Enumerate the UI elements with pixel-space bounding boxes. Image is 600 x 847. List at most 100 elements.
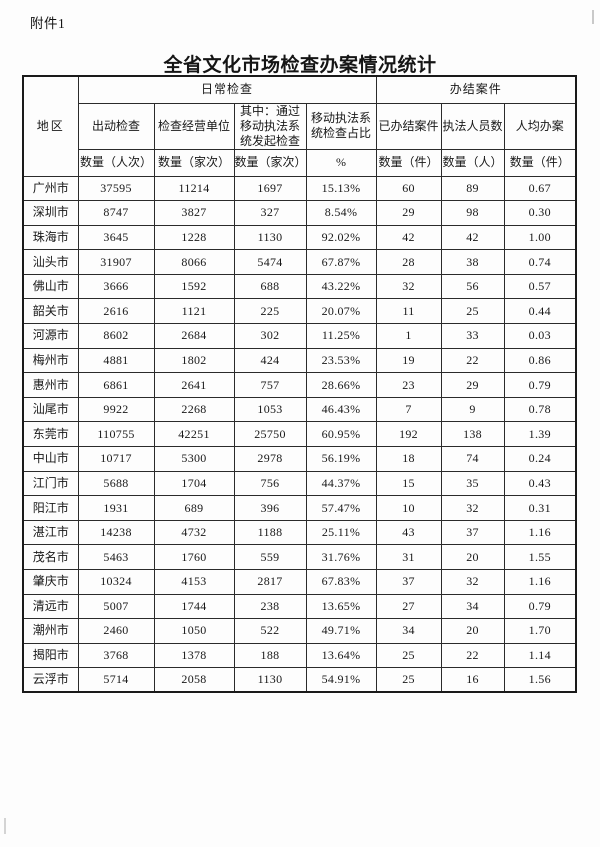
value-cell: 2616 <box>77 298 155 325</box>
value-cell: 4732 <box>153 519 235 546</box>
region-cell: 阳江市 <box>22 495 79 521</box>
value-cell: 23.53% <box>305 347 377 374</box>
value-cell: 424 <box>233 347 307 374</box>
region-cell: 汕尾市 <box>22 396 79 423</box>
value-cell: 13.65% <box>305 593 377 620</box>
value-cell: 1.14 <box>503 642 577 669</box>
value-cell: 27 <box>375 593 442 620</box>
value-cell: 10324 <box>77 569 155 595</box>
table-body: 广州市 37595 11214 1697 15.13% 60 89 0.67 深圳市 8747 38… <box>22 175 577 693</box>
value-cell: 32 <box>440 569 505 595</box>
column-header-concluded-cases: 已办结案件 <box>375 102 442 150</box>
region-cell: 韶关市 <box>22 298 79 325</box>
value-cell: 1130 <box>233 667 307 693</box>
value-cell: 15.13% <box>305 175 377 202</box>
value-cell: 89 <box>440 175 505 202</box>
value-cell: 238 <box>233 593 307 620</box>
value-cell: 1.55 <box>503 544 577 570</box>
value-cell: 1.16 <box>503 519 577 546</box>
value-cell: 0.67 <box>503 175 577 202</box>
value-cell: 0.79 <box>503 593 577 620</box>
value-cell: 1188 <box>233 519 307 546</box>
value-cell: 4881 <box>77 347 155 374</box>
region-cell: 揭阳市 <box>22 642 79 669</box>
value-cell: 29 <box>375 200 442 226</box>
value-cell: 757 <box>233 372 307 398</box>
table-row: 惠州市 6861 2641 757 28.66% 23 29 0.79 <box>22 372 577 398</box>
table-row: 广州市 37595 11214 1697 15.13% 60 89 0.67 <box>22 175 577 202</box>
value-cell: 60 <box>375 175 442 202</box>
statistics-table: 地区 日常检查 办结案件 出动检查 检查经营单位 其中：通过移动执法系统发起检查… <box>22 75 578 694</box>
value-cell: 23 <box>375 372 442 398</box>
value-cell: 0.03 <box>503 323 577 349</box>
region-cell: 潮州市 <box>22 618 79 644</box>
region-cell: 珠海市 <box>22 224 79 251</box>
value-cell: 5688 <box>77 470 155 497</box>
value-cell: 1.70 <box>503 618 577 644</box>
scan-artifact <box>592 10 594 24</box>
value-cell: 35 <box>440 470 505 497</box>
column-header-inspected-units: 检查经营单位 <box>153 102 235 150</box>
region-cell: 云浮市 <box>22 667 79 693</box>
value-cell: 2058 <box>153 667 235 693</box>
value-cell: 1.00 <box>503 224 577 251</box>
region-cell: 茂名市 <box>22 544 79 570</box>
value-cell: 34 <box>375 618 442 644</box>
group-header-row: 地区 日常检查 办结案件 <box>22 75 577 177</box>
value-cell: 8602 <box>77 323 155 349</box>
value-cell: 2684 <box>153 323 235 349</box>
unit-cell: 数量（件） <box>375 148 442 177</box>
value-cell: 56.19% <box>305 446 377 472</box>
value-cell: 44.37% <box>305 470 377 497</box>
value-cell: 46.43% <box>305 396 377 423</box>
value-cell: 225 <box>233 298 307 325</box>
value-cell: 1760 <box>153 544 235 570</box>
region-cell: 深圳市 <box>22 200 79 226</box>
value-cell: 0.44 <box>503 298 577 325</box>
value-cell: 0.30 <box>503 200 577 226</box>
value-cell: 1121 <box>153 298 235 325</box>
value-cell: 5474 <box>233 249 307 275</box>
value-cell: 689 <box>153 495 235 521</box>
region-cell: 中山市 <box>22 446 79 472</box>
value-cell: 34 <box>440 593 505 620</box>
scan-artifact <box>4 818 6 834</box>
region-cell: 汕头市 <box>22 249 79 275</box>
region-cell: 湛江市 <box>22 519 79 546</box>
value-cell: 54.91% <box>305 667 377 693</box>
region-cell: 东莞市 <box>22 421 79 448</box>
unit-row: 数量（人次） 数量（家次） 数量（家次） % 数量（件） 数量（人） 数量（件） <box>23 148 577 177</box>
value-cell: 32 <box>440 495 505 521</box>
table-row: 肇庆市 10324 4153 2817 67.83% 37 32 1.16 <box>22 569 577 595</box>
value-cell: 7 <box>375 396 442 423</box>
value-cell: 1592 <box>153 273 235 300</box>
value-cell: 29 <box>440 372 505 398</box>
value-cell: 57.47% <box>305 495 377 521</box>
unit-cell: % <box>305 148 377 177</box>
region-cell: 广州市 <box>22 175 79 202</box>
value-cell: 28 <box>375 249 442 275</box>
value-cell: 37 <box>440 519 505 546</box>
unit-cell: 数量（人） <box>440 148 505 177</box>
value-cell: 38 <box>440 249 505 275</box>
value-cell: 1744 <box>153 593 235 620</box>
region-cell: 清远市 <box>22 593 79 620</box>
value-cell: 14238 <box>77 519 155 546</box>
value-cell: 25750 <box>233 421 307 448</box>
value-cell: 22 <box>440 347 505 374</box>
value-cell: 2268 <box>153 396 235 423</box>
value-cell: 10717 <box>77 446 155 472</box>
value-cell: 98 <box>440 200 505 226</box>
value-cell: 192 <box>375 421 442 448</box>
value-cell: 5300 <box>153 446 235 472</box>
value-cell: 92.02% <box>305 224 377 251</box>
column-header-mobile-system-inspections: 其中：通过移动执法系统发起检查 <box>233 102 307 150</box>
unit-cell: 数量（人次） <box>77 148 155 177</box>
value-cell: 8066 <box>153 249 235 275</box>
unit-cell: 数量（家次） <box>233 148 307 177</box>
value-cell: 0.57 <box>503 273 577 300</box>
column-header-dispatched-inspections: 出动检查 <box>77 102 155 150</box>
table-row: 佛山市 3666 1592 688 43.22% 32 56 0.57 <box>22 273 577 300</box>
group-header-daily-inspection: 日常检查 <box>77 75 377 104</box>
value-cell: 2460 <box>77 618 155 644</box>
